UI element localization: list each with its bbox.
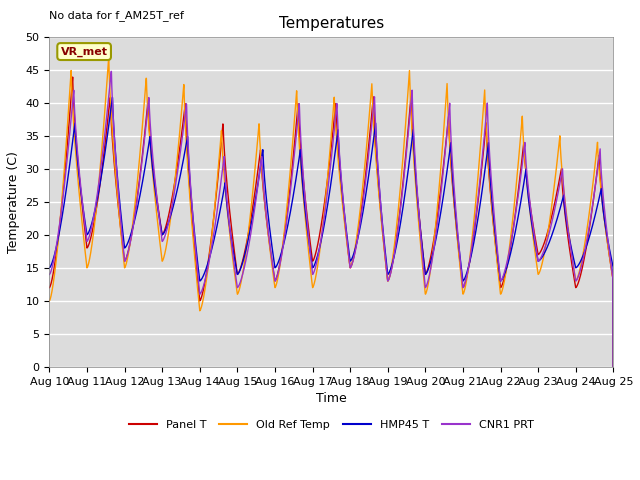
Text: No data for f_AM25T_ref: No data for f_AM25T_ref [49, 10, 184, 21]
HMP45 T [45, 265, 53, 271]
CNR1 PRT [262, 207, 269, 213]
HMP45 T [262, 190, 269, 196]
Panel T [262, 211, 269, 216]
CNR1 PRT [286, 190, 294, 195]
Text: VR_met: VR_met [61, 47, 108, 57]
HMP45 T [143, 151, 151, 156]
Panel T [609, 364, 617, 370]
HMP45 T [109, 95, 116, 100]
CNR1 PRT [110, 126, 118, 132]
HMP45 T [110, 126, 118, 132]
CNR1 PRT [45, 272, 53, 277]
Old Ref Temp [143, 99, 151, 105]
HMP45 T [598, 201, 606, 206]
CNR1 PRT [538, 253, 545, 259]
Panel T [110, 156, 118, 162]
Title: Temperatures: Temperatures [278, 16, 384, 31]
Panel T [143, 105, 151, 111]
Panel T [69, 74, 77, 80]
Y-axis label: Temperature (C): Temperature (C) [7, 151, 20, 252]
CNR1 PRT [108, 69, 115, 74]
HMP45 T [286, 210, 294, 216]
HMP45 T [609, 364, 617, 370]
Old Ref Temp [110, 149, 118, 155]
Legend: Panel T, Old Ref Temp, HMP45 T, CNR1 PRT: Panel T, Old Ref Temp, HMP45 T, CNR1 PRT [124, 416, 538, 434]
Panel T [45, 285, 53, 290]
X-axis label: Time: Time [316, 392, 347, 405]
CNR1 PRT [143, 109, 151, 115]
Old Ref Temp [538, 263, 545, 268]
Old Ref Temp [598, 201, 606, 206]
CNR1 PRT [609, 364, 617, 370]
HMP45 T [538, 255, 545, 261]
Panel T [286, 183, 294, 189]
Line: CNR1 PRT: CNR1 PRT [49, 72, 613, 367]
CNR1 PRT [598, 184, 606, 190]
Line: Panel T: Panel T [49, 77, 613, 367]
Line: HMP45 T: HMP45 T [49, 97, 613, 367]
Old Ref Temp [609, 364, 617, 370]
Line: Old Ref Temp: Old Ref Temp [49, 58, 613, 367]
Old Ref Temp [286, 168, 294, 174]
Old Ref Temp [105, 55, 113, 61]
Old Ref Temp [45, 298, 53, 304]
Panel T [598, 198, 606, 204]
Old Ref Temp [262, 210, 269, 216]
Panel T [538, 247, 545, 252]
